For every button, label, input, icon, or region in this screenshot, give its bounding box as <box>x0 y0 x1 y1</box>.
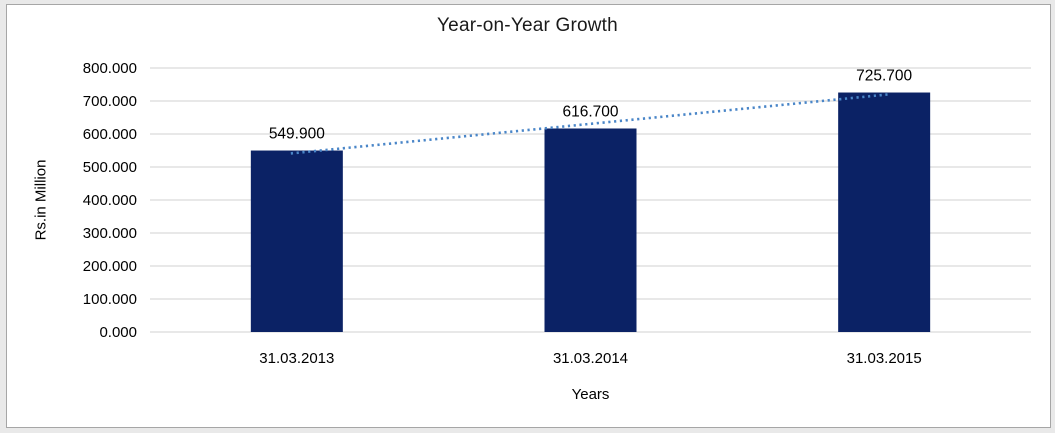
x-tick-label: 31.03.2015 <box>847 350 922 367</box>
x-axis-title: Years <box>571 386 610 403</box>
y-tick-label: 100.000 <box>83 291 137 308</box>
x-tick-label: 31.03.2013 <box>259 350 334 367</box>
y-tick-label: 0.000 <box>99 324 137 341</box>
bar-value-label: 549.900 <box>269 126 325 143</box>
y-tick-label: 200.000 <box>83 258 137 275</box>
trendline <box>290 93 890 155</box>
bar-value-label: 725.700 <box>856 68 912 85</box>
y-tick-label: 700.000 <box>83 93 137 110</box>
y-tick-label: 800.000 <box>83 60 137 77</box>
bar <box>838 92 931 332</box>
y-tick-label: 600.000 <box>83 126 137 143</box>
bar <box>250 150 343 332</box>
chart-title: Year-on-Year Growth <box>437 15 618 36</box>
y-tick-label: 500.000 <box>83 159 137 176</box>
y-tick-label: 400.000 <box>83 192 137 209</box>
y-axis-title: Rs.in Million <box>32 159 50 241</box>
bar <box>544 128 637 332</box>
bar-value-label: 616.700 <box>562 103 618 120</box>
y-tick-label: 300.000 <box>83 225 137 242</box>
x-tick-label: 31.03.2014 <box>553 350 628 367</box>
